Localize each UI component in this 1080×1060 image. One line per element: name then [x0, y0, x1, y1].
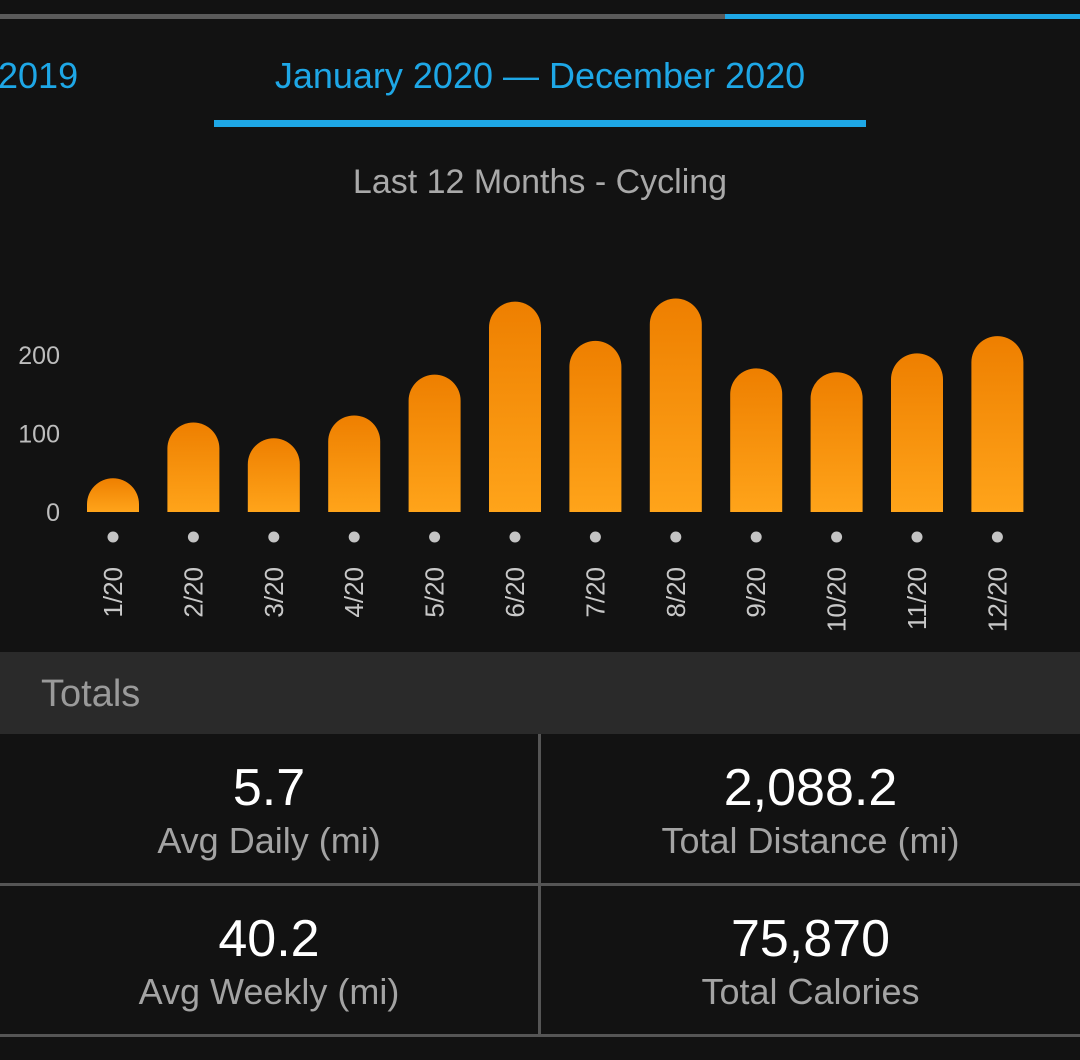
bar-3/20[interactable] — [247, 438, 300, 512]
bar-9/20[interactable] — [730, 368, 783, 512]
totals-section-header: Totals — [0, 652, 1080, 734]
x-tick-label: 1/20 — [98, 567, 128, 618]
bar-6/20[interactable] — [489, 301, 541, 512]
x-tick-label: 3/20 — [259, 567, 289, 618]
total-distance-stat: 2,088.2 Total Distance (mi) — [541, 758, 1080, 862]
bar-11/20[interactable] — [891, 353, 943, 512]
totals-title: Totals — [41, 673, 141, 715]
avg-daily-label: Avg Daily (mi) — [157, 820, 381, 861]
x-tick-dot — [429, 531, 441, 543]
x-tick-label: 5/20 — [420, 567, 450, 618]
total-calories-stat: 75,870 Total Calories — [541, 909, 1080, 1013]
tab-current-underline — [214, 120, 866, 127]
total-distance-value: 2,088.2 — [723, 759, 898, 817]
tab-previous-period[interactable]: 2019 — [0, 55, 79, 96]
x-tick-dot — [831, 531, 843, 543]
x-tick-dot — [991, 531, 1003, 543]
y-tick-label: 0 — [46, 499, 60, 527]
monthly-distance-chart: 0 100 200 1/20 2/20 3/20 4/20 5/20 6/20 7/20 8/20… — [18, 298, 1024, 632]
tab-current-period[interactable]: January 2020 — December 2020 — [274, 55, 806, 96]
x-tick-label: 9/20 — [741, 567, 771, 618]
bar-1/20[interactable] — [87, 478, 139, 512]
x-tick-label: 12/20 — [982, 567, 1012, 632]
bar-4/20[interactable] — [328, 415, 381, 512]
x-tick-dot — [187, 531, 199, 543]
bar-5/20[interactable] — [408, 374, 461, 512]
x-tick-dot — [911, 531, 923, 543]
avg-weekly-stat: 40.2 Avg Weekly (mi) — [0, 909, 538, 1013]
top-progress-indicator — [725, 14, 1080, 19]
total-calories-label: Total Calories — [701, 971, 920, 1012]
x-tick-label: 6/20 — [500, 567, 530, 618]
top-progress-track — [0, 14, 1080, 19]
avg-daily-value: 5.7 — [232, 759, 306, 817]
bar-2/20[interactable] — [167, 422, 220, 512]
bar-8/20[interactable] — [649, 298, 702, 512]
x-tick-dot — [670, 531, 682, 543]
x-tick-dot — [589, 531, 601, 543]
x-tick-label: 11/20 — [902, 567, 932, 630]
bar-12/20[interactable] — [971, 336, 1024, 512]
x-tick-label: 7/20 — [580, 567, 610, 618]
x-tick-label: 2/20 — [178, 567, 208, 618]
bar-10/20[interactable] — [810, 372, 863, 512]
x-tick-dot — [268, 531, 280, 543]
x-tick-dot — [750, 531, 762, 543]
stats-horizontal-divider — [0, 883, 1080, 886]
bar-7/20[interactable] — [569, 340, 622, 512]
total-distance-label: Total Distance (mi) — [661, 820, 960, 861]
x-tick-label: 10/20 — [822, 567, 852, 632]
y-tick-label: 200 — [18, 342, 60, 370]
chart-subtitle: Last 12 Months - Cycling — [352, 163, 728, 201]
x-tick-label: 4/20 — [339, 567, 369, 618]
x-tick-dot — [509, 531, 521, 543]
avg-weekly-label: Avg Weekly (mi) — [138, 971, 400, 1012]
avg-daily-stat: 5.7 Avg Daily (mi) — [0, 758, 538, 862]
y-tick-label: 100 — [18, 421, 60, 449]
total-calories-value: 75,870 — [730, 910, 891, 968]
stats-bottom-divider — [0, 1034, 1080, 1037]
x-tick-dot — [348, 531, 360, 543]
avg-weekly-value: 40.2 — [218, 910, 320, 968]
x-tick-label: 8/20 — [661, 567, 691, 618]
x-tick-dot — [107, 531, 119, 543]
